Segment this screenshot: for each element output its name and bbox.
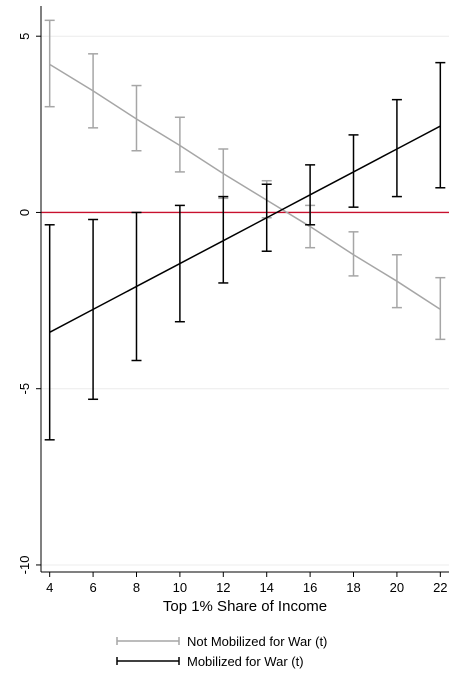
x-axis-title: Top 1% Share of Income <box>163 598 327 615</box>
y-tick-label: 5 <box>17 33 32 40</box>
legend: Not Mobilized for War (t) Mobilized for W… <box>116 634 327 669</box>
x-tick-label: 14 <box>259 580 273 595</box>
legend-label: Mobilized for War (t) <box>187 654 304 669</box>
x-tick-label: 22 <box>433 580 447 595</box>
series-line <box>49 63 441 311</box>
y-tick-label: -5 <box>17 383 32 395</box>
plot-series <box>44 19 446 441</box>
x-tick-label: 10 <box>173 580 187 595</box>
series-2 <box>44 61 446 441</box>
x-tick-label: 6 <box>89 580 96 595</box>
legend-item: Mobilized for War (t) <box>116 654 304 669</box>
axes: 5 0 -5 -10 4 6 8 10 12 14 16 18 20 22 <box>17 6 449 595</box>
x-tick-label: 16 <box>303 580 317 595</box>
x-tick-label: 12 <box>216 580 230 595</box>
y-tick-label: 0 <box>17 209 32 216</box>
legend-item: Not Mobilized for War (t) <box>116 634 327 649</box>
x-tick-label: 8 <box>133 580 140 595</box>
x-tick-label: 18 <box>346 580 360 595</box>
series-line <box>49 125 441 333</box>
x-tick-label: 4 <box>46 580 53 595</box>
legend-label: Not Mobilized for War (t) <box>187 634 327 649</box>
x-tick-label: 20 <box>390 580 404 595</box>
series-1 <box>44 19 446 341</box>
y-tick-label: -10 <box>17 556 32 575</box>
